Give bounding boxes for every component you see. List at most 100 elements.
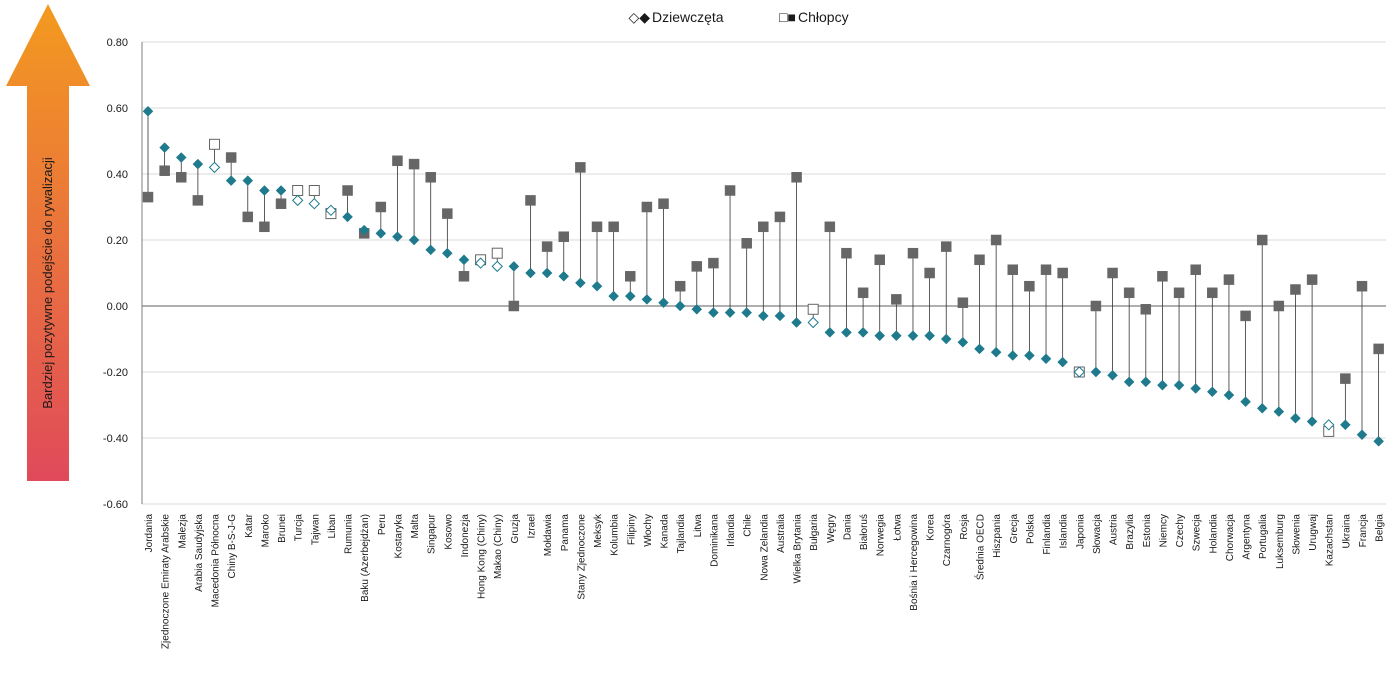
- x-category-label: Austria: [1109, 514, 1120, 546]
- girls-marker: [225, 175, 237, 186]
- x-category-label: Dominikana: [709, 514, 720, 567]
- boys-marker: [674, 280, 686, 292]
- girls-marker: [1356, 429, 1368, 441]
- boys-marker: [1173, 287, 1185, 299]
- girls-marker: [1256, 402, 1268, 414]
- boys-marker: [1190, 264, 1201, 275]
- x-category-label: Makao (Chiny): [493, 514, 504, 579]
- girls-marker: [1290, 412, 1301, 424]
- connector-lines: [147, 111, 1380, 442]
- girls-marker: [841, 327, 852, 338]
- boys-marker: [641, 201, 653, 213]
- boys-marker: [541, 241, 553, 252]
- boys-marker: [242, 211, 254, 223]
- girls-marker: [291, 194, 304, 207]
- x-category-label: Chile: [743, 514, 754, 537]
- boys-marker: [1007, 264, 1019, 275]
- girls-marker: [1157, 379, 1168, 391]
- boys-marker: [891, 294, 902, 305]
- boys-marker: [1157, 271, 1168, 282]
- girls-marker: [441, 247, 453, 259]
- y-tick-label: -0.40: [103, 433, 128, 445]
- boys-marker: [1240, 310, 1251, 322]
- boys-marker: [658, 198, 669, 209]
- girls-marker: [1206, 386, 1218, 398]
- boys-marker: [940, 241, 952, 252]
- girls-marker: [1273, 406, 1285, 417]
- girls-marker: [159, 142, 170, 153]
- boys-marker: [442, 208, 453, 219]
- x-category-label: Bośnia i Hercegowina: [909, 514, 920, 611]
- boys-marker: [292, 185, 304, 196]
- boys-marker: [142, 191, 154, 203]
- boys-marker: [209, 138, 221, 150]
- x-category-label: Mołdawia: [543, 514, 554, 557]
- x-category-label: Singapur: [427, 513, 438, 554]
- legend-boys-label: Chłopcy: [798, 9, 849, 25]
- boys-marker: [192, 195, 204, 206]
- x-category-label: Łotwa: [892, 514, 903, 541]
- boys-marker: [1090, 300, 1102, 312]
- x-category-label: Malezja: [177, 514, 188, 549]
- arrow-label: Bardziej pozytywne podejście do rywaliza…: [40, 157, 55, 409]
- y-tick-label: 0.00: [107, 301, 128, 313]
- boys-marker: [159, 165, 170, 176]
- x-category-label: Irlandia: [726, 514, 737, 547]
- x-axis-category-labels: Jordania Zjednoczone Emiraty Arabskie Male…: [144, 513, 1386, 649]
- boys-marker: [691, 261, 703, 272]
- x-category-label: Wielka Brytania: [793, 514, 804, 584]
- girls-marker: [774, 310, 786, 322]
- girls-marker: [208, 161, 221, 174]
- girls-marker: [1373, 435, 1384, 447]
- girls-marker: [1073, 366, 1085, 378]
- x-category-label: Peru: [377, 514, 388, 535]
- x-category-label: Słowacja: [1092, 514, 1103, 554]
- y-tick-label: 0.20: [107, 235, 128, 247]
- girls-markers: [142, 105, 1384, 447]
- girls-marker: [608, 290, 619, 302]
- x-category-label: Norwegia: [876, 514, 887, 557]
- boys-markers: [142, 138, 1384, 437]
- x-category-label: Malta: [410, 514, 421, 539]
- girls-marker: [175, 152, 187, 163]
- x-category-label: Filipiny: [626, 514, 637, 545]
- x-category-label: Turcja: [294, 514, 305, 542]
- boys-marker: [791, 172, 802, 183]
- x-category-label: Dania: [842, 514, 853, 541]
- boys-marker: [1373, 343, 1384, 355]
- y-tick-label: -0.20: [103, 367, 128, 379]
- boys-marker: [807, 303, 819, 315]
- boys-marker: [774, 211, 786, 223]
- boys-marker: [259, 221, 270, 233]
- x-category-label: Australia: [776, 514, 787, 553]
- x-category-label: Brazylia: [1125, 514, 1136, 550]
- girls-marker: [807, 316, 819, 329]
- boys-marker: [608, 221, 619, 233]
- x-category-label: Czechy: [1175, 514, 1186, 547]
- boys-marker: [1123, 287, 1135, 299]
- x-category-label: Kanada: [660, 514, 671, 549]
- x-category-label: Arabia Saudyjska: [194, 514, 205, 592]
- girls-marker: [1040, 353, 1052, 365]
- x-category-label: Bułgaria: [809, 514, 820, 551]
- x-category-label: Kolumbia: [610, 514, 621, 556]
- girls-marker: [342, 211, 353, 223]
- x-category-label: Macedonia Północna: [211, 514, 222, 608]
- boys-marker: [1207, 287, 1218, 299]
- boys-marker: [957, 297, 969, 308]
- legend-girls-label: Dziewczęta: [652, 9, 724, 25]
- x-category-label: Jordania: [144, 514, 155, 553]
- x-category-label: Tajlandia: [676, 514, 687, 554]
- boys-marker: [741, 238, 752, 249]
- x-category-label: Ukraina: [1341, 514, 1352, 549]
- girls-marker: [1090, 366, 1102, 378]
- girls-marker: [1107, 369, 1118, 381]
- boys-marker: [924, 267, 935, 279]
- y-tick-label: 0.80: [107, 37, 128, 49]
- x-category-label: Francja: [1358, 514, 1369, 548]
- y-tick-label: 0.60: [107, 103, 128, 115]
- girls-marker: [874, 330, 886, 342]
- girls-marker: [641, 294, 653, 305]
- boys-marker: [525, 195, 536, 206]
